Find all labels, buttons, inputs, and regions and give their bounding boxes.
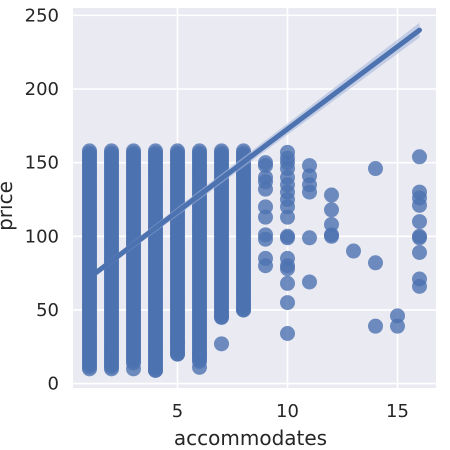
data-point	[324, 202, 339, 218]
data-point	[258, 181, 273, 197]
data-point	[280, 261, 295, 277]
y-axis-label: price	[0, 181, 17, 231]
y-tick-label: 150	[25, 153, 59, 174]
data-point	[214, 309, 229, 325]
data-point	[192, 143, 207, 159]
data-point	[126, 361, 141, 377]
y-tick-label: 250	[25, 5, 59, 26]
data-point	[368, 318, 383, 334]
data-point	[214, 336, 229, 352]
data-point	[192, 359, 207, 375]
data-point	[258, 209, 273, 225]
data-point	[280, 275, 295, 291]
data-point	[412, 230, 427, 246]
data-point	[280, 295, 295, 311]
data-point	[280, 199, 295, 215]
data-point	[368, 161, 383, 177]
data-point	[302, 274, 317, 290]
data-point	[258, 231, 273, 247]
data-point	[412, 244, 427, 260]
data-point	[412, 214, 427, 230]
data-point	[214, 143, 229, 159]
data-point	[192, 346, 207, 362]
data-point	[324, 187, 339, 203]
data-point	[170, 334, 185, 350]
data-point	[126, 143, 141, 159]
data-point	[390, 318, 405, 334]
data-point	[302, 184, 317, 200]
data-point	[258, 258, 273, 274]
y-tick-label: 0	[48, 374, 59, 395]
data-point	[390, 308, 405, 324]
data-point	[368, 255, 383, 271]
data-point	[412, 278, 427, 294]
x-tick-label: 15	[386, 401, 409, 422]
regression-fit	[87, 22, 422, 281]
data-point	[324, 228, 339, 244]
data-point	[280, 230, 295, 246]
y-tick-label: 50	[36, 300, 59, 321]
x-tick-label: 5	[172, 401, 183, 422]
x-axis-label: accommodates	[174, 426, 327, 450]
data-point	[104, 143, 119, 159]
data-point	[170, 143, 185, 159]
data-point	[258, 199, 273, 215]
data-points	[82, 143, 427, 378]
data-point	[170, 346, 185, 362]
data-point	[302, 158, 317, 174]
data-point	[82, 143, 97, 159]
data-point	[280, 326, 295, 342]
data-point	[324, 217, 339, 233]
data-point	[280, 209, 295, 225]
data-point	[412, 149, 427, 165]
y-tick-label: 100	[25, 226, 59, 247]
data-point	[412, 197, 427, 213]
data-point	[148, 362, 163, 378]
regression-line	[87, 27, 422, 281]
x-tick-label: 10	[276, 401, 299, 422]
data-point	[302, 230, 317, 246]
y-tick-label: 200	[25, 79, 59, 100]
data-point	[346, 243, 361, 259]
data-point	[148, 143, 163, 159]
data-point	[236, 302, 251, 318]
data-point	[258, 158, 273, 174]
